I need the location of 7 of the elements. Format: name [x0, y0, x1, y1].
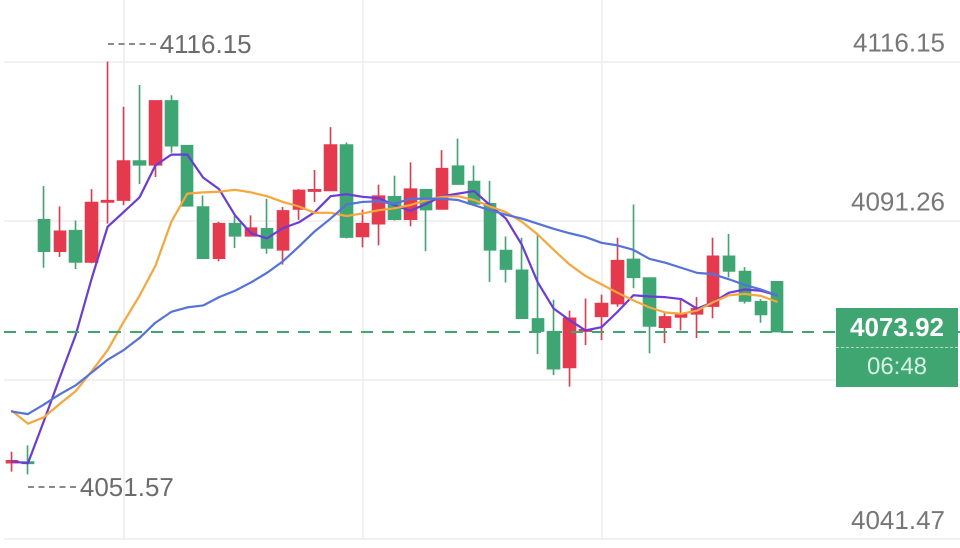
y-tick-label: 4116.15: [852, 28, 945, 58]
text: 06:48: [866, 352, 928, 382]
y-tick-label: 4041.47: [851, 504, 945, 535]
ref-line-label: 4073.92: [849, 310, 945, 344]
y-tick-label: 4091.26: [851, 186, 945, 217]
annotation: 4116.15: [160, 28, 252, 59]
annotation: 4051.57: [80, 472, 174, 502]
